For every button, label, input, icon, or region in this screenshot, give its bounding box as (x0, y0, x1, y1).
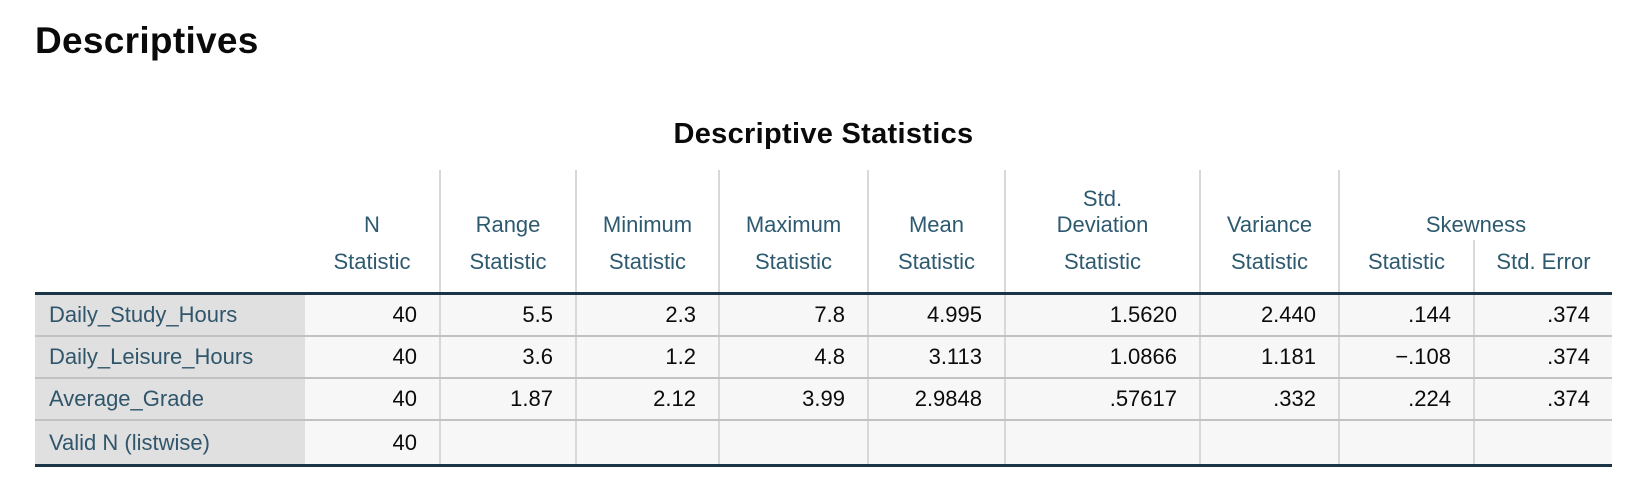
col-header-skewness: Skewness (1338, 170, 1612, 240)
table-cell: 1.87 (439, 378, 576, 421)
table-cell (718, 420, 868, 467)
sub-header-statistic: Statistic (867, 240, 1005, 295)
table-cell: 7.8 (718, 293, 868, 337)
col-header-range: Range (439, 170, 576, 240)
table-cell: 1.2 (575, 336, 719, 379)
col-header-maximum: Maximum (718, 170, 868, 240)
table-row: Average_Grade 40 1.87 2.12 3.99 2.9848 .… (35, 378, 1612, 421)
table-cell (439, 420, 576, 467)
table-cell: 4.995 (867, 293, 1005, 337)
table-row: Valid N (listwise) 40 (35, 420, 1612, 467)
col-header-minimum: Minimum (575, 170, 719, 240)
table-title: Descriptive Statistics (673, 118, 974, 150)
table-cell: −.108 (1338, 336, 1474, 379)
table-cell: 2.12 (575, 378, 719, 421)
col-header-variance: Variance (1199, 170, 1339, 240)
table-cell (1338, 420, 1474, 467)
table-cell: 2.3 (575, 293, 719, 337)
sub-header-statistic: Statistic (718, 240, 868, 295)
table-cell (1199, 420, 1339, 467)
table-cell: 2.9848 (867, 378, 1005, 421)
row-label: Valid N (listwise) (35, 420, 305, 467)
table-cell: .144 (1338, 293, 1474, 337)
sub-header-statistic: Statistic (1004, 240, 1200, 295)
table-cell: .57617 (1004, 378, 1200, 421)
table-cell: .374 (1473, 336, 1612, 379)
table-cell: .332 (1199, 378, 1339, 421)
table-cell (1004, 420, 1200, 467)
descriptives-output-block: Descriptive Statistics N Range Minimum M… (35, 118, 1612, 467)
table-cell: .374 (1473, 378, 1612, 421)
sub-header-skewness-std-error: Std. Error (1473, 240, 1612, 295)
row-label: Daily_Leisure_Hours (35, 336, 305, 379)
sub-header-statistic: Statistic (439, 240, 576, 295)
table-cell (575, 420, 719, 467)
descriptive-statistics-table[interactable]: N Range Minimum Maximum Mean Std. Deviat… (35, 170, 1612, 467)
table-cell: 40 (305, 336, 440, 379)
sub-header-statistic: Statistic (1199, 240, 1339, 295)
table-cell: 4.8 (718, 336, 868, 379)
sub-header-statistic: Statistic (305, 240, 440, 295)
table-cell (867, 420, 1005, 467)
table-cell: 1.0866 (1004, 336, 1200, 379)
sub-header-skewness-statistic: Statistic (1338, 240, 1474, 295)
table-cell: 5.5 (439, 293, 576, 337)
table-cell: .224 (1338, 378, 1474, 421)
table-row: Daily_Study_Hours 40 5.5 2.3 7.8 4.995 1… (35, 293, 1612, 337)
output-section-heading: Descriptives (35, 20, 259, 61)
table-cell: 1.5620 (1004, 293, 1200, 337)
col-header-n: N (305, 170, 440, 240)
table-cell: 3.113 (867, 336, 1005, 379)
table-cell: 3.99 (718, 378, 868, 421)
table-cell: 40 (305, 378, 440, 421)
table-cell: 3.6 (439, 336, 576, 379)
table-cell: 40 (305, 293, 440, 337)
table-row: Daily_Leisure_Hours 40 3.6 1.2 4.8 3.113… (35, 336, 1612, 379)
corner-cell (35, 170, 305, 295)
col-header-std-deviation: Std. Deviation (1004, 170, 1200, 240)
row-label: Average_Grade (35, 378, 305, 421)
table-cell: .374 (1473, 293, 1612, 337)
row-label: Daily_Study_Hours (35, 293, 305, 337)
table-cell: 40 (305, 420, 440, 467)
table-cell (1473, 420, 1612, 467)
table-cell: 2.440 (1199, 293, 1339, 337)
sub-header-statistic: Statistic (575, 240, 719, 295)
table-cell: 1.181 (1199, 336, 1339, 379)
col-header-mean: Mean (867, 170, 1005, 240)
